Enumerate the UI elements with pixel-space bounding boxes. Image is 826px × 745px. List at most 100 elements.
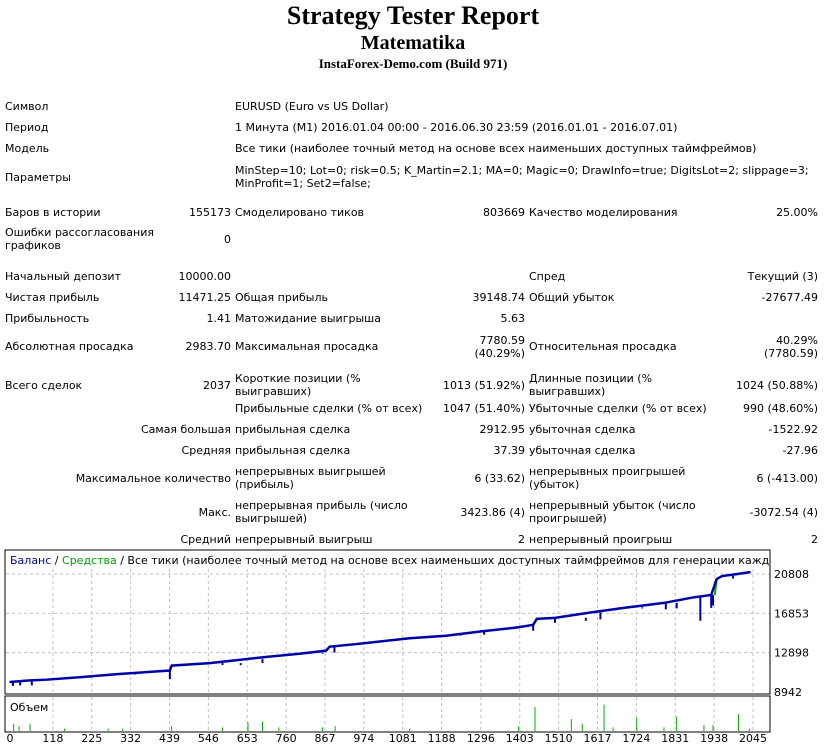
value: -27677.49 bbox=[761, 291, 819, 304]
row-pf: Прибыльность 1.41 Матожидание выигрыша 5.6… bbox=[3, 308, 820, 329]
balance-point bbox=[536, 618, 538, 620]
expert-name: Matematika bbox=[360, 32, 466, 54]
x-tick-label: 118 bbox=[42, 732, 63, 745]
label: Модель bbox=[5, 142, 50, 155]
balance-point bbox=[325, 649, 327, 652]
value: 803669 bbox=[483, 206, 525, 219]
row-params: Параметры MinStep=10; Lot=0; risk=0.5; K_… bbox=[3, 159, 820, 195]
label: непрерывный убыток (число проигрышей) bbox=[529, 499, 696, 525]
label: Всего сделок bbox=[5, 378, 83, 392]
label: Баров в истории bbox=[5, 206, 101, 219]
x-tick-label: 653 bbox=[237, 732, 258, 745]
report-table: Символ EURUSD (Euro vs US Dollar) Период 1… bbox=[3, 96, 820, 550]
value: Все тики (наиболее точный метод на основ… bbox=[235, 142, 757, 155]
balance-point bbox=[354, 643, 356, 645]
balance-point bbox=[328, 645, 331, 648]
label: непрерывных выигрышей (прибыль) bbox=[235, 465, 386, 491]
balance-point bbox=[154, 670, 157, 673]
label: Общий убыток bbox=[529, 291, 615, 304]
legend-model: / Все тики (наиболее точный метод на осн… bbox=[117, 554, 823, 567]
x-tick-label: 1081 bbox=[389, 732, 417, 745]
row-average: Средняя прибыльная сделка 37.39 убыточная… bbox=[3, 440, 820, 461]
legend-balance: Баланс bbox=[10, 554, 51, 567]
label: Символ bbox=[5, 100, 49, 113]
balance-point bbox=[710, 594, 713, 596]
value: MinStep=10; Lot=0; risk=0.5; K_Martin=2.… bbox=[235, 164, 809, 190]
row-profit-trades: Прибыльные сделки (% от всех) 1047 (51.40… bbox=[3, 398, 820, 419]
label: Средняя bbox=[181, 444, 231, 457]
balance-point bbox=[590, 611, 593, 614]
x-tick-label: 225 bbox=[81, 732, 102, 745]
x-tick-label: 1617 bbox=[583, 732, 611, 745]
label: Длинные позиции (% выигравших) bbox=[529, 372, 653, 398]
balance-point bbox=[27, 679, 29, 682]
x-tick-label: 760 bbox=[276, 732, 297, 745]
x-tick-label: 1724 bbox=[622, 732, 650, 745]
value: -27.96 bbox=[782, 444, 819, 457]
label: Матожидание выигрыша bbox=[235, 312, 381, 325]
row-mismatch: Ошибки рассогласования графиков 0 bbox=[3, 223, 820, 255]
label: Спред bbox=[529, 270, 566, 283]
value: -1522.92 bbox=[768, 423, 819, 436]
x-tick-label: 974 bbox=[353, 732, 374, 745]
row-symbol: Символ EURUSD (Euro vs US Dollar) bbox=[3, 96, 820, 117]
x-tick-label: 1296 bbox=[467, 732, 495, 745]
label: Ошибки рассогласования графиков bbox=[5, 226, 155, 252]
server-build: InstaForex-Demo.com (Build 971) bbox=[318, 56, 508, 71]
label: Качество моделирования bbox=[529, 206, 678, 219]
label: Параметры bbox=[5, 170, 71, 184]
label: убыточная сделка bbox=[529, 423, 636, 436]
balance-point bbox=[663, 602, 665, 604]
x-tick-label: 1510 bbox=[545, 732, 573, 745]
y-tick-label: 20808 bbox=[774, 568, 809, 581]
label: прибыльная сделка bbox=[235, 423, 351, 436]
value: 37.39 bbox=[493, 444, 526, 457]
balance-point bbox=[372, 641, 375, 643]
label: Максимальная просадка bbox=[235, 340, 379, 353]
balance-point bbox=[721, 575, 723, 577]
label: Общая прибыль bbox=[235, 291, 328, 304]
value: 39148.74 bbox=[472, 291, 526, 304]
balance-point bbox=[445, 634, 447, 637]
y-tick-label: 16853 bbox=[774, 607, 809, 620]
label: непрерывных проигрышей (убыток) bbox=[529, 465, 686, 491]
x-tick-label: 1188 bbox=[428, 732, 456, 745]
balance-point bbox=[9, 681, 11, 683]
value: 6 (-413.00) bbox=[756, 471, 819, 485]
balance-point bbox=[169, 669, 171, 672]
row-deposit: Начальный депозит 10000.00 Спред Текущий (… bbox=[3, 266, 820, 287]
volume-panel bbox=[4, 695, 771, 733]
row-bars: Баров в истории 155173 Смоделировано тико… bbox=[3, 202, 820, 223]
label: Максимальное количество bbox=[75, 471, 231, 485]
value: 2 bbox=[811, 533, 819, 546]
label: Период bbox=[5, 121, 49, 134]
value: 5.63 bbox=[500, 312, 526, 325]
value: -3072.54 (4) bbox=[749, 505, 819, 519]
balance-point bbox=[45, 678, 48, 681]
balance-point bbox=[170, 664, 173, 667]
label: прибыльная сделка bbox=[235, 444, 351, 457]
label: Убыточные сделки (% от всех) bbox=[529, 402, 707, 415]
label: Короткие позиции (% выигравших) bbox=[235, 372, 361, 398]
row-max-count: Максимальное количество непрерывных выиг… bbox=[3, 461, 820, 495]
x-tick-label: 332 bbox=[120, 732, 141, 745]
x-tick-label: 1403 bbox=[506, 732, 534, 745]
value: 3423.86 (4) bbox=[460, 505, 525, 519]
balance-point bbox=[481, 630, 484, 633]
balance-point bbox=[692, 596, 694, 599]
row-model: Модель Все тики (наиболее точный метод на… bbox=[3, 138, 820, 159]
balance-point bbox=[715, 578, 718, 580]
chart-legend: Баланс / Средства / Все тики (наиболее т… bbox=[10, 554, 823, 567]
balance-point bbox=[554, 617, 556, 619]
y-tick-label: 8942 bbox=[774, 686, 802, 699]
label: непрерывный выигрыш bbox=[235, 533, 373, 546]
x-tick-label: 1938 bbox=[700, 732, 728, 745]
x-tick-label: 867 bbox=[315, 732, 336, 745]
balance-chart: Баланс / Средства / Все тики (наиболее т… bbox=[4, 549, 823, 745]
label: Средний bbox=[180, 533, 231, 546]
label: Относительная просадка bbox=[529, 340, 677, 353]
x-tick-label: 546 bbox=[198, 732, 219, 745]
value: 990 (48.60%) bbox=[742, 402, 819, 415]
volume-label: Объем bbox=[10, 701, 48, 714]
value: 155173 bbox=[189, 206, 231, 219]
